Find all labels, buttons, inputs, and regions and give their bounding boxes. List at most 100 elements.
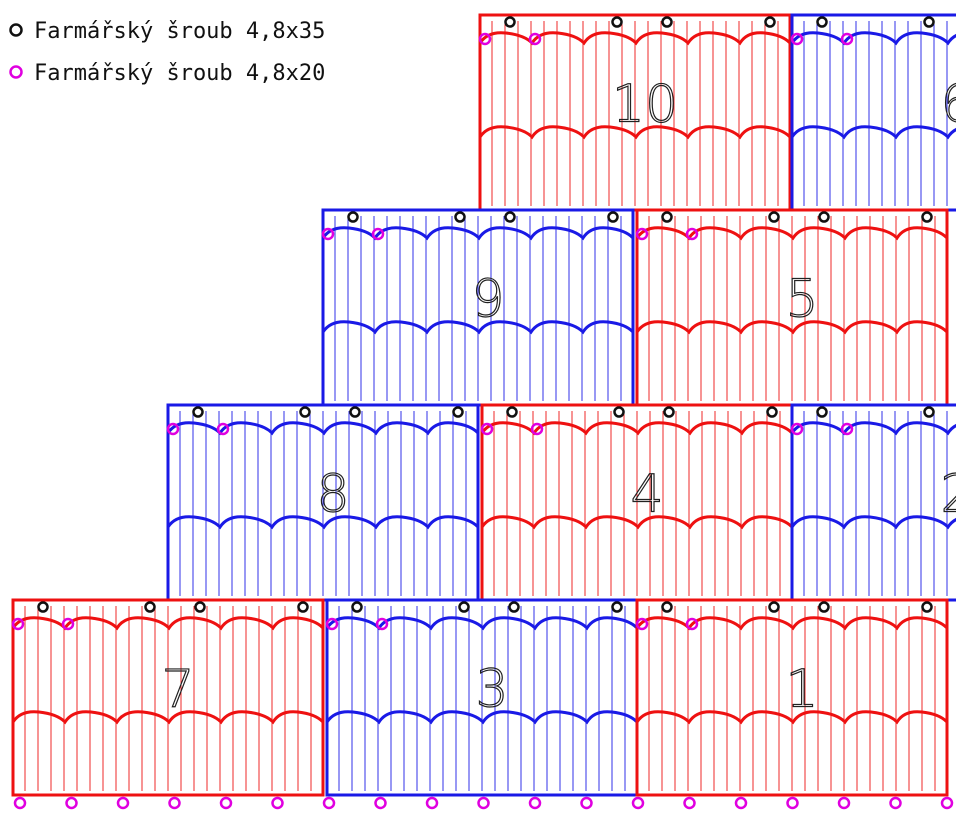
long-screw-icon [816, 406, 828, 418]
short-screw-icon [631, 796, 645, 810]
short-screw-icon [685, 617, 699, 631]
panel-2: 2 [790, 403, 956, 602]
long-screw-icon [818, 211, 830, 223]
legend-item-short-screw: Farmářský šroub 4,8x20 [9, 61, 325, 86]
panel-number-label: 4 [630, 465, 663, 525]
panel-ribs [334, 216, 622, 401]
short-screw-icon [528, 796, 542, 810]
long-screw-icon [923, 16, 935, 28]
long-screw-icon [349, 406, 361, 418]
panel-number-label: 8 [316, 465, 349, 525]
long-screw-icon [299, 406, 311, 418]
panel-outline [478, 13, 792, 212]
tile-wave-line [790, 125, 956, 140]
long-screw-icon [9, 23, 23, 37]
long-screw-icon [458, 601, 470, 613]
long-screw-icon [144, 601, 156, 613]
short-screw-icon [321, 227, 335, 241]
panel-ribs [24, 606, 312, 791]
legend-label-long-screw: Farmářský šroub 4,8x35 [34, 19, 325, 44]
panel-ribs [491, 21, 779, 206]
long-screw-icon [297, 601, 309, 613]
long-screw-icon [923, 406, 935, 418]
panel-9: 9 [321, 208, 635, 407]
short-screw-icon [734, 796, 748, 810]
long-screw-icon [454, 211, 466, 223]
panel-number-label: 2 [940, 465, 956, 525]
short-screw-icon [790, 32, 804, 46]
short-screw-icon [528, 32, 542, 46]
short-screw-icon [480, 422, 494, 436]
long-screw-icon [192, 406, 204, 418]
tile-wave-line [790, 515, 956, 530]
short-screw-icon [478, 32, 492, 46]
short-screw-icon [371, 227, 385, 241]
short-screw-icon [216, 422, 230, 436]
short-screw-icon [116, 796, 130, 810]
bottom-edge-screws [13, 796, 954, 810]
short-screw-icon [790, 422, 804, 436]
tile-wave-line [325, 710, 639, 725]
panel-outline [635, 598, 949, 797]
long-screw-icon [504, 16, 516, 28]
short-screw-icon [840, 32, 854, 46]
long-screw-icon [768, 601, 780, 613]
long-screw-icon [766, 406, 778, 418]
panel-4: 4 [480, 403, 794, 602]
panel-outline [11, 598, 325, 797]
long-screw-icon [611, 16, 623, 28]
tile-wave-line [480, 515, 794, 530]
short-screw-icon [9, 65, 23, 79]
panel-ribs [803, 21, 948, 206]
long-screw-icon [661, 211, 673, 223]
panel-7: 7 [11, 598, 325, 797]
panel-ribs [648, 606, 936, 791]
panel-8: 8 [166, 403, 480, 602]
tile-wave-line [11, 710, 325, 725]
short-screw-icon [374, 796, 387, 810]
panel-10: 10 [478, 13, 792, 212]
short-screw-icon [837, 796, 851, 810]
long-screw-icon [921, 211, 933, 223]
panel-ribs [803, 411, 948, 596]
tile-wave-line [166, 515, 480, 530]
short-screw-icon [61, 617, 75, 631]
long-screw-icon [347, 211, 359, 223]
short-screw-icon [11, 617, 25, 631]
short-screw-icon [683, 796, 696, 810]
short-screw-icon [13, 796, 27, 810]
long-screw-icon [611, 601, 623, 613]
short-screw-icon [219, 796, 233, 810]
short-screw-icon [635, 227, 649, 241]
long-screw-icon [37, 601, 49, 613]
long-screw-icon [661, 601, 673, 613]
panels-layer: 10 6 9 5 4 2 8 7 3 1 [11, 13, 956, 810]
panel-ribs [338, 606, 626, 791]
long-screw-icon [816, 16, 828, 28]
tile-wave-line [635, 320, 949, 335]
panel-number-label: 1 [785, 660, 818, 720]
long-screw-icon [508, 601, 520, 613]
panel-3: 3 [325, 598, 639, 797]
short-screw-icon [889, 796, 902, 810]
panel-number-label: 7 [161, 660, 194, 720]
short-screw-icon [271, 796, 284, 810]
short-screw-icon [580, 796, 593, 810]
short-screw-icon [425, 796, 439, 810]
panel-1: 1 [635, 598, 949, 797]
long-screw-icon [504, 211, 516, 223]
panel-6: 6 [790, 13, 956, 212]
short-screw-icon [635, 617, 649, 631]
panel-number-label: 10 [612, 75, 678, 135]
tile-wave-line [635, 710, 949, 725]
long-screw-icon [506, 406, 518, 418]
short-screw-icon [168, 796, 181, 810]
long-screw-icon [818, 601, 830, 613]
long-screw-icon [351, 601, 363, 613]
long-screw-icon [768, 211, 780, 223]
short-screw-icon [530, 422, 544, 436]
long-screw-icon [452, 406, 464, 418]
long-screw-icon [663, 406, 675, 418]
tile-wave-line [478, 125, 792, 140]
